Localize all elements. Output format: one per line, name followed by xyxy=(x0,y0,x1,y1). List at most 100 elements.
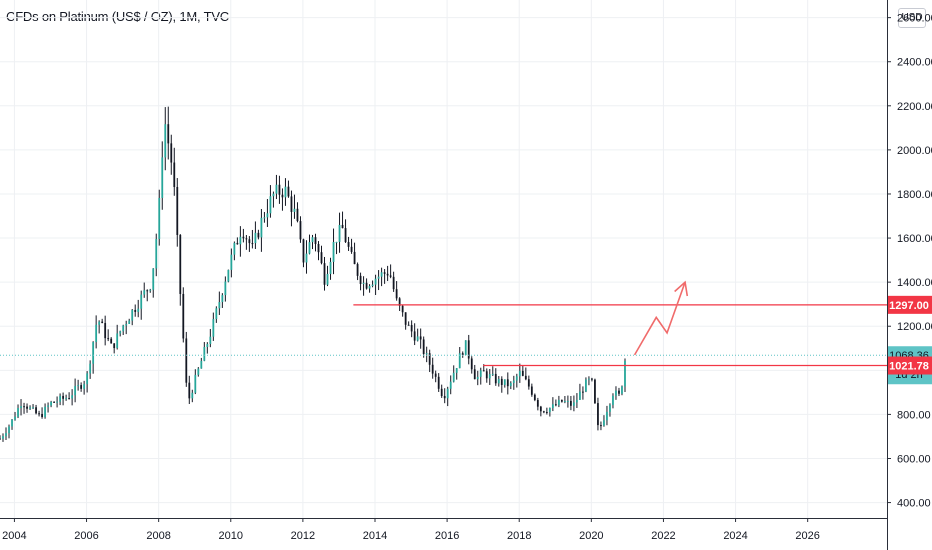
candle-body xyxy=(23,406,25,408)
candle-body xyxy=(533,394,536,400)
candle-body xyxy=(305,253,308,263)
candle-body xyxy=(260,217,263,238)
x-tick-label: 2012 xyxy=(291,530,315,542)
candle-body xyxy=(458,353,461,369)
candle-body xyxy=(224,281,227,296)
candle-body xyxy=(287,186,290,197)
candle-body xyxy=(536,399,539,407)
projection-arrow[interactable] xyxy=(633,281,686,356)
candle-body xyxy=(209,336,212,345)
candle-body xyxy=(134,309,137,312)
candle-body xyxy=(618,390,620,394)
candle-body xyxy=(269,196,272,214)
candle-body xyxy=(233,242,236,255)
candle-body xyxy=(621,386,623,394)
candle-body xyxy=(606,411,608,421)
x-tick-label: 2006 xyxy=(74,530,98,542)
candle-body xyxy=(597,403,599,426)
candle-body xyxy=(314,237,317,245)
candle-body xyxy=(326,273,329,285)
candle-body xyxy=(413,331,416,341)
candle-body xyxy=(338,224,341,242)
candle-body xyxy=(143,290,146,295)
candle-body xyxy=(431,364,434,374)
candle-body xyxy=(41,413,43,418)
candle-body xyxy=(311,237,314,243)
candle-body xyxy=(29,407,31,409)
candle-body xyxy=(470,358,473,370)
candle-body xyxy=(485,371,488,379)
y-tick-label: 2600.00 xyxy=(897,13,932,25)
candle-body xyxy=(275,184,278,194)
candle-body xyxy=(161,157,164,198)
grid xyxy=(0,0,887,518)
candle-body xyxy=(14,416,16,420)
candle-body xyxy=(308,242,311,254)
level-tag-label: 1297.00 xyxy=(889,300,929,312)
candle-body xyxy=(416,336,419,341)
candle-body xyxy=(125,323,128,326)
candle-body xyxy=(116,333,119,349)
candle-body xyxy=(524,375,527,380)
candle-body xyxy=(362,282,365,284)
candle-body xyxy=(497,378,500,384)
candle-body xyxy=(284,186,287,198)
candle-body xyxy=(491,373,494,375)
y-tick-label: 800.00 xyxy=(897,409,931,421)
candle-body xyxy=(0,438,1,440)
candle-body xyxy=(383,272,386,274)
candle-body xyxy=(573,402,575,406)
candle-body xyxy=(374,278,377,285)
candle-body xyxy=(353,251,356,265)
candle-body xyxy=(473,369,476,380)
x-tick-label: 2024 xyxy=(723,530,747,542)
candle-body xyxy=(344,228,347,243)
candle-body xyxy=(518,370,521,377)
candle-body xyxy=(56,401,58,403)
candle-body xyxy=(527,379,530,387)
x-tick-label: 2004 xyxy=(2,530,26,542)
candle-body xyxy=(203,347,206,361)
level-tag-bg xyxy=(888,295,932,314)
candle-body xyxy=(128,320,131,324)
candle-body xyxy=(425,353,428,355)
currency-button[interactable]: USD xyxy=(898,8,926,28)
y-tick-label: 1600.00 xyxy=(897,233,932,245)
candle-body xyxy=(551,404,554,409)
candle-body xyxy=(8,426,10,434)
y-tick-label: 600.00 xyxy=(897,453,931,465)
levels[interactable] xyxy=(0,304,887,367)
candle-body xyxy=(422,339,425,354)
candle-body xyxy=(530,386,533,395)
x-tick-label: 2008 xyxy=(146,530,170,542)
candle-body xyxy=(212,319,215,337)
projection[interactable] xyxy=(633,280,689,356)
candle-body xyxy=(251,243,254,245)
candle-body xyxy=(146,290,149,292)
candle-body xyxy=(140,294,143,309)
candle-body xyxy=(464,340,467,355)
candle-body xyxy=(266,213,269,218)
candle-body xyxy=(53,401,55,403)
candle-body xyxy=(407,324,410,326)
candle-body xyxy=(350,246,353,252)
candle-body xyxy=(89,363,92,374)
candle-body xyxy=(149,289,152,291)
candle-body xyxy=(191,392,194,399)
candle-body xyxy=(585,379,587,392)
x-tick-label: 2014 xyxy=(363,530,387,542)
candle-body xyxy=(320,252,323,264)
candle-body xyxy=(588,378,590,380)
candle-body xyxy=(65,398,68,400)
candle-body xyxy=(398,298,401,306)
candle-body xyxy=(278,184,281,195)
candle-body xyxy=(329,261,332,274)
candle-body xyxy=(119,331,122,334)
candle-body xyxy=(197,368,200,375)
candle-body xyxy=(512,380,515,383)
candle-body xyxy=(26,406,28,409)
candle-body xyxy=(179,234,182,294)
candle-body xyxy=(368,286,371,289)
